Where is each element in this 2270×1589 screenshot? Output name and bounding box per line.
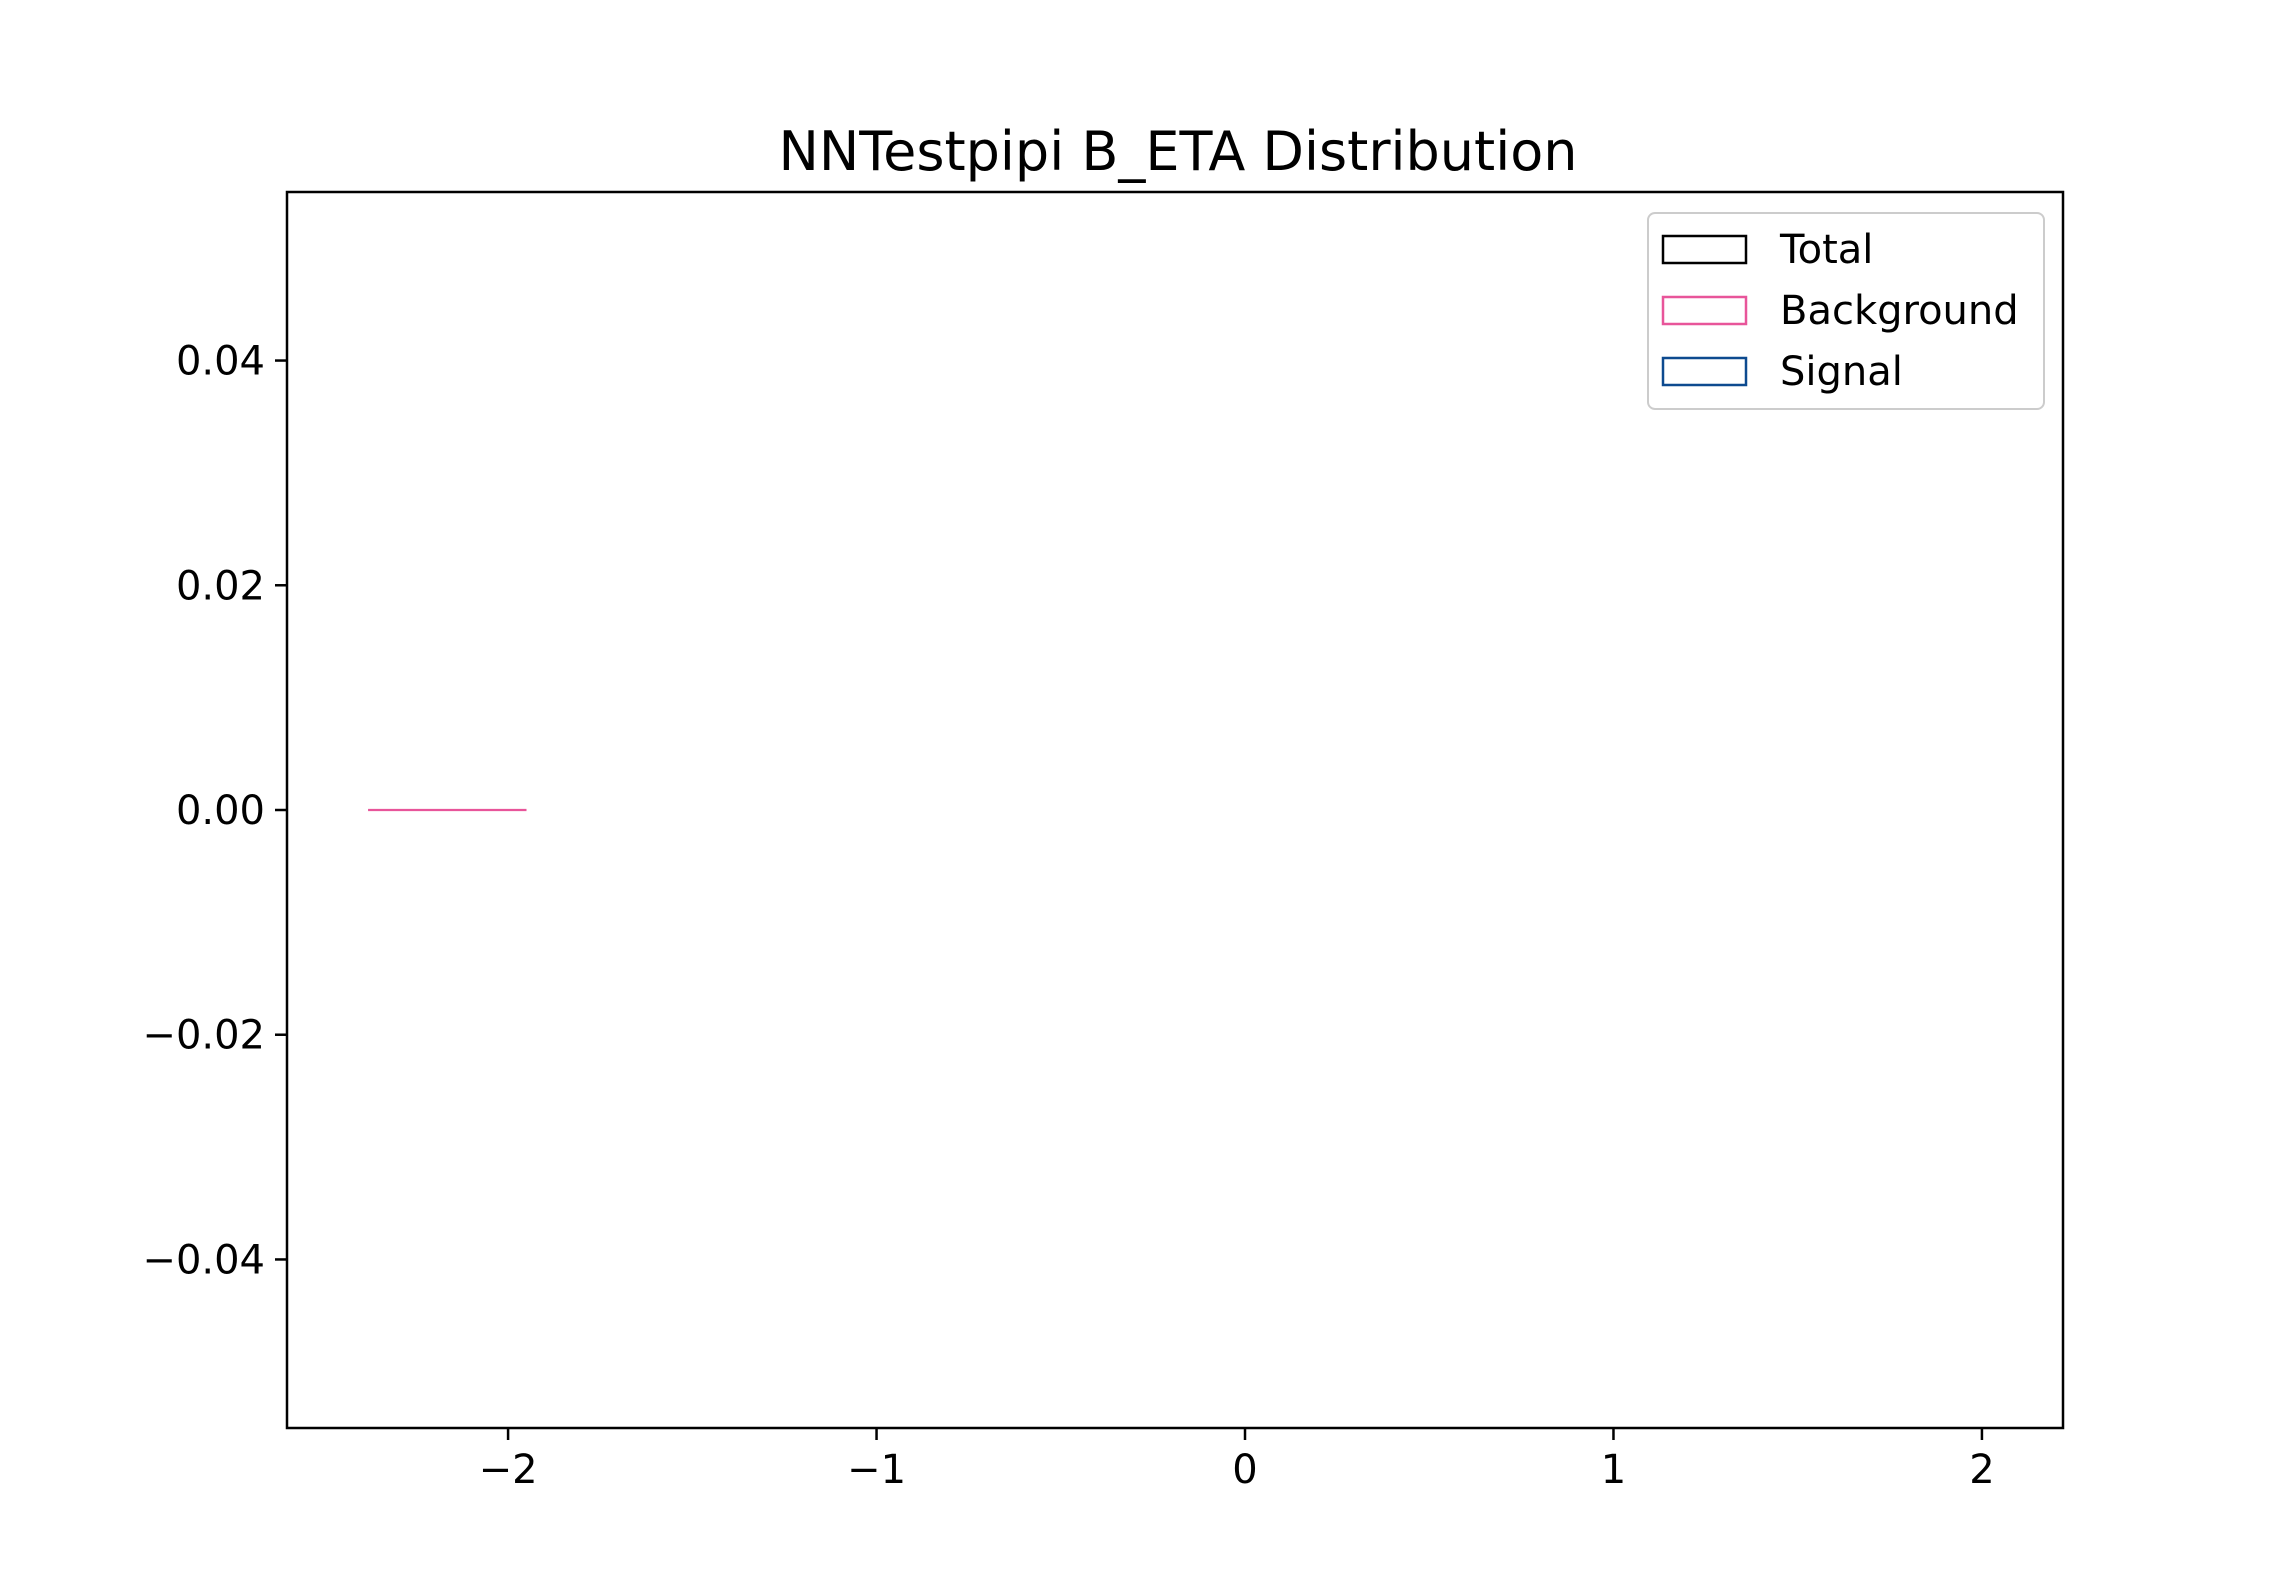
legend: Total Background Signal [1647,212,2045,410]
y-tick-label: −0.04 [142,1237,265,1283]
legend-swatch-background [1661,295,1748,326]
x-axis: −2 −1 0 1 2 [479,1428,1995,1493]
y-tick-label: 0.04 [176,339,265,385]
y-tick-label: 0.02 [176,563,265,609]
legend-label-background: Background [1780,288,2019,334]
y-tick-label: −0.02 [142,1013,265,1059]
x-tick-label: 0 [1232,1447,1257,1493]
y-tick-label: 0.00 [176,788,265,834]
legend-label-total: Total [1779,227,1873,273]
x-tick-label: 1 [1601,1447,1626,1493]
legend-swatch-total [1661,234,1748,265]
x-tick-label: −2 [479,1447,538,1493]
legend-label-signal: Signal [1780,349,1903,395]
x-tick-label: −1 [847,1447,906,1493]
chart-title: NNTestpipi B_ETA Distribution [779,120,1578,183]
legend-swatch-signal [1661,356,1748,387]
x-tick-label: 2 [1969,1447,1994,1493]
y-axis: 0.04 0.02 0.00 −0.02 −0.04 [142,339,287,1283]
